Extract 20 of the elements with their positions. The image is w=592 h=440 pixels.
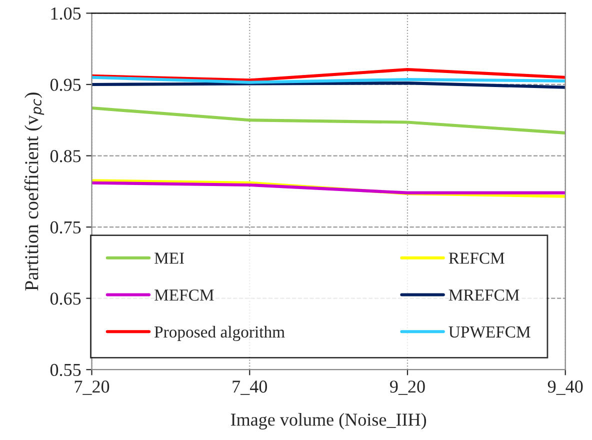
line-series xyxy=(92,106,566,134)
legend-label: UPWEFCM xyxy=(448,326,530,338)
legend-label: MEI xyxy=(154,252,184,264)
legend-label: MEFCM xyxy=(154,290,214,301)
legend-label: REFCM xyxy=(448,252,504,264)
line-series xyxy=(92,68,566,82)
y-axis-title: Partition coefficient (v$_{pc}$) xyxy=(24,92,44,291)
x-tick-label: 9_20 xyxy=(390,380,425,395)
x-axis-title: Image volume (Noise_IIH) xyxy=(230,413,426,430)
y-tick-label: 0.65 xyxy=(50,292,81,305)
legend-label: MREFCM xyxy=(448,290,520,301)
y-tick-label: 1.05 xyxy=(51,7,81,20)
x-tick-label: 7_40 xyxy=(232,380,267,395)
y-tick-label: 0.85 xyxy=(50,150,81,162)
y-tick-label: 0.75 xyxy=(50,221,81,234)
x-tick-label: 7_20 xyxy=(74,380,110,395)
y-tick-label: 0.95 xyxy=(50,78,81,91)
y-tick-label: 0.55 xyxy=(50,364,81,376)
x-tick-label: 9_40 xyxy=(548,380,583,395)
legend-label: Proposed algorithm xyxy=(154,326,285,342)
